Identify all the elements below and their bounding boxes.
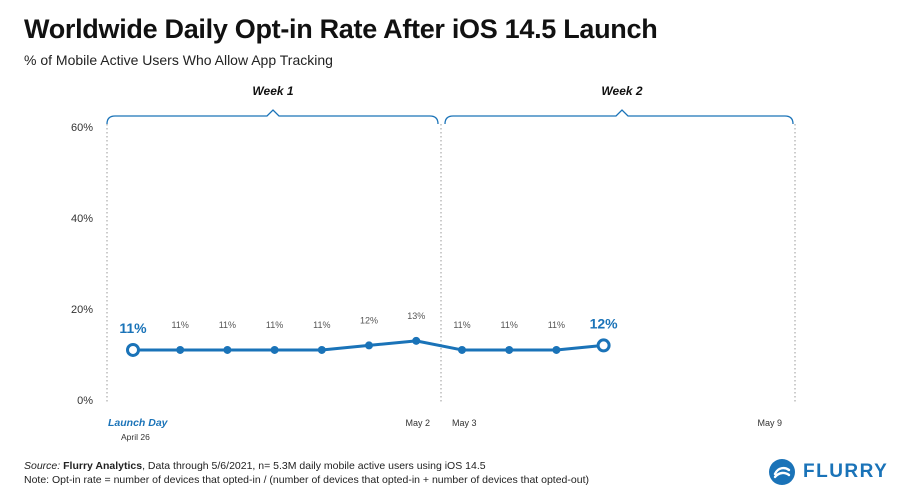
flurry-logo-icon: [769, 459, 795, 485]
x-tick-label: May 3: [452, 418, 477, 428]
y-tick-label: 0%: [77, 395, 93, 407]
data-label: 12%: [360, 315, 378, 325]
line-chart: 0%20%40%60% Week 1 Week 2 11% 11% 11% 11% 11%…: [71, 84, 796, 442]
week-bracket: [106, 109, 439, 125]
week-label: Week 2: [601, 84, 642, 98]
data-point: [317, 345, 326, 354]
data-label: 11%: [266, 320, 283, 330]
data-label: 11%: [548, 320, 565, 330]
data-label: 13%: [407, 311, 425, 321]
week-bracket: [444, 109, 794, 125]
data-point: [552, 345, 561, 354]
chart-title: Worldwide Daily Opt-in Rate After iOS 14…: [24, 14, 658, 44]
chart-subtitle: % of Mobile Active Users Who Allow App T…: [24, 52, 333, 68]
data-label: 11%: [219, 320, 236, 330]
data-point: [596, 338, 611, 353]
x-tick-label: May 9: [757, 418, 782, 428]
period-dividers: [106, 124, 796, 402]
note-line: Note: Opt-in rate = number of devices th…: [24, 474, 589, 486]
week-brackets: Week 1 Week 2: [106, 84, 794, 125]
data-label: 11%: [119, 320, 147, 336]
flurry-logo: FLURRY: [768, 458, 888, 486]
x-tick-sublabel: April 26: [121, 432, 150, 442]
chart-footer: Source: Flurry Analytics, Data through 5…: [24, 459, 589, 487]
data-point: [223, 345, 232, 354]
x-tick-label: May 2: [405, 418, 430, 428]
data-label: 12%: [590, 315, 619, 331]
data-label: 11%: [313, 320, 330, 330]
y-tick-label: 20%: [71, 304, 93, 316]
data-point: [270, 345, 279, 354]
data-point: [412, 336, 421, 345]
x-axis-labels: Launch Day April 26 May 2 May 3 May 9: [108, 417, 782, 442]
data-label: 11%: [453, 320, 470, 330]
y-axis: 0% 20% 40% 60%: [71, 122, 93, 407]
source-line: Source: Flurry Analytics, Data through 5…: [24, 459, 589, 473]
data-point: [458, 345, 466, 354]
data-label: 11%: [172, 320, 189, 330]
data-point: [505, 345, 514, 354]
y-tick-label: 40%: [71, 213, 93, 225]
flurry-logo-text: FLURRY: [803, 461, 889, 482]
data-point: [365, 341, 373, 350]
y-tick-label: 60%: [71, 122, 93, 134]
source-detail: , Data through 5/6/2021, n= 5.3M daily m…: [142, 460, 486, 472]
source-label: Source:: [24, 460, 61, 472]
week-label: Week 1: [252, 84, 293, 98]
data-point: [176, 345, 185, 354]
data-point: [126, 342, 140, 357]
opt-in-rate-series: 11% 11% 11% 11% 11% 12% 13% 11% 11% 11% 12%: [119, 311, 619, 357]
data-label: 11%: [501, 320, 518, 330]
source-org: Flurry Analytics: [63, 460, 143, 472]
x-tick-label: Launch Day: [108, 417, 169, 429]
